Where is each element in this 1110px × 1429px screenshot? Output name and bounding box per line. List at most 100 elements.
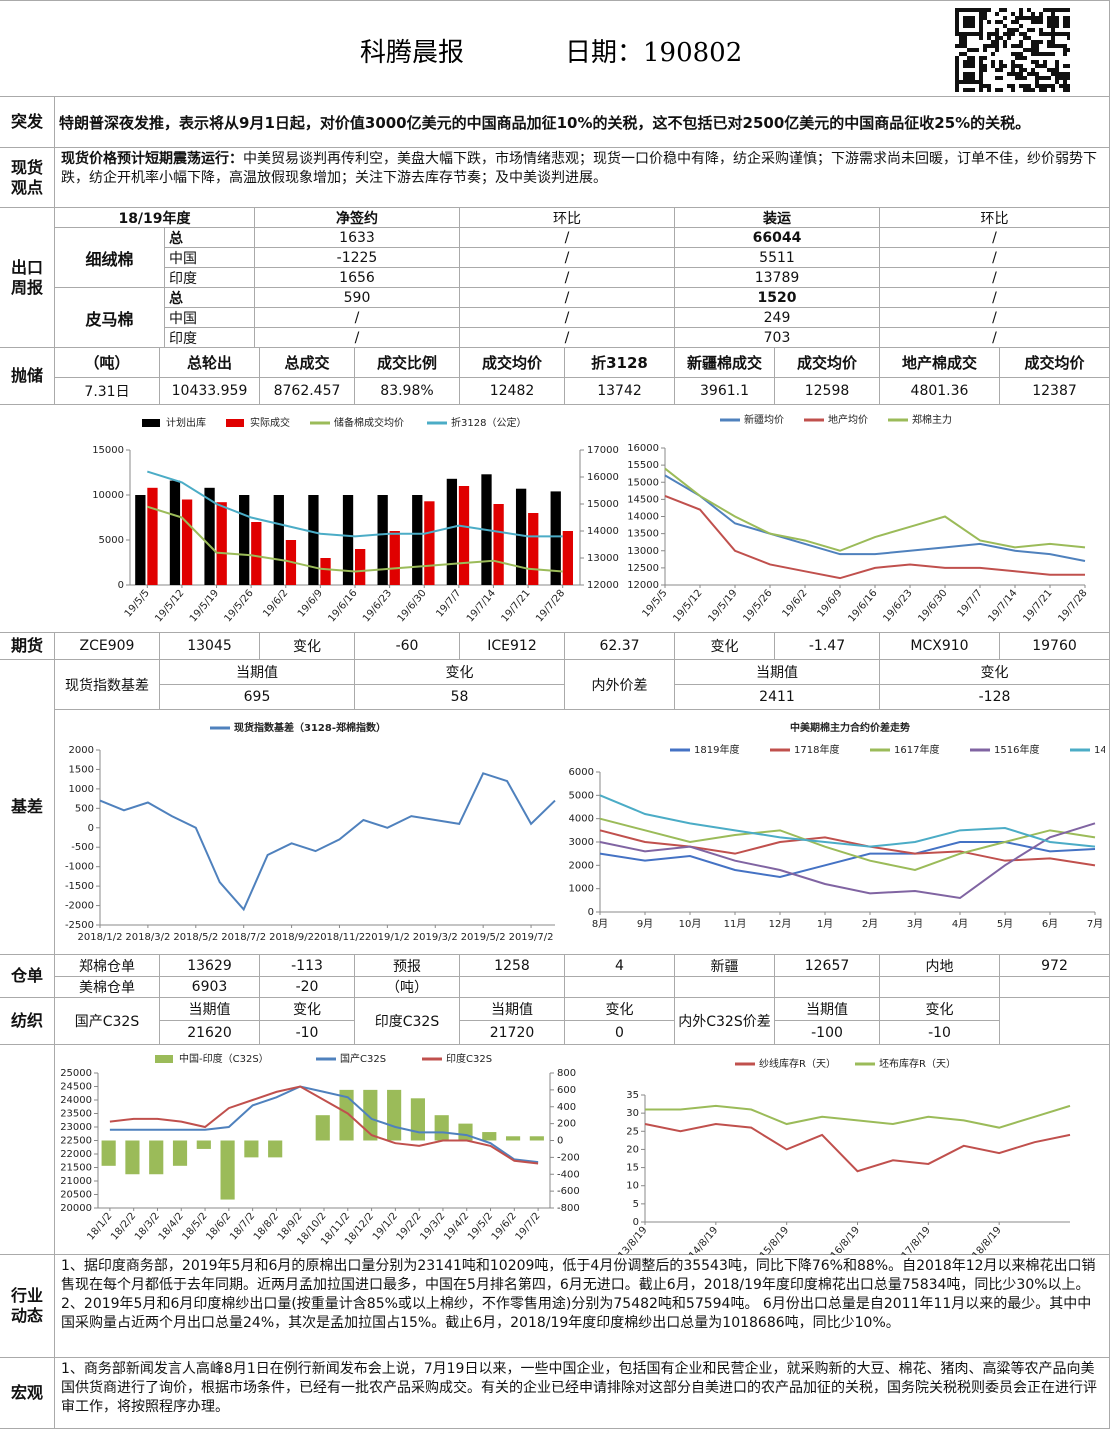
qr-dot xyxy=(963,52,967,56)
qr-dot xyxy=(975,80,979,84)
x-tick-label: 2019/1/2 xyxy=(365,932,410,943)
y-tick-label: 0 xyxy=(633,1217,639,1228)
table-cell: 当期值 xyxy=(460,998,565,1021)
qr-dot xyxy=(955,16,959,20)
table-cell: 皮马棉 xyxy=(55,288,165,348)
qr-dot xyxy=(995,76,999,80)
x-tick-label: 14/8/19 xyxy=(687,1225,720,1255)
table-cell: / xyxy=(460,268,675,288)
table-cell: 12657 xyxy=(775,955,880,977)
qr-dot xyxy=(999,68,1003,72)
qr-dot xyxy=(983,16,987,20)
qr-dot xyxy=(995,36,999,40)
x-tick-label: 9月 xyxy=(637,918,653,930)
table-cell: 预报 xyxy=(355,955,460,977)
qr-dot xyxy=(1007,32,1011,36)
qr-dot xyxy=(995,28,999,32)
x-tick-label: 6月 xyxy=(1042,918,1058,930)
table-cell: ZCE909 xyxy=(55,633,160,660)
text: 2、2019年5月和6月印度棉纱出口量(按重量计含85%或以上棉纱，不作零售用途… xyxy=(61,1296,1092,1331)
bar xyxy=(342,495,354,585)
table-cell: 环比 xyxy=(880,208,1110,228)
qr-dot xyxy=(1015,56,1019,60)
table-cell: 变化 xyxy=(260,633,355,660)
qr-dot xyxy=(1055,16,1059,20)
qr-dot xyxy=(1011,84,1015,88)
y2-tick-label: 200 xyxy=(557,1119,576,1130)
y2-tick-label: 15000 xyxy=(587,499,619,510)
bar xyxy=(458,486,470,585)
qr-dot xyxy=(1011,60,1015,64)
macro-text: 1、商务部新闻发言人高峰8月1日在例行新闻发布会上说，7月19日以来，一些中国企… xyxy=(55,1358,1110,1429)
x-tick-label: 7月 xyxy=(1087,918,1103,930)
legend-label: 中国-印度（C32S） xyxy=(179,1052,269,1065)
qr-dot xyxy=(1011,72,1015,76)
table-cell xyxy=(1000,998,1110,1045)
bar xyxy=(410,1098,425,1141)
bar xyxy=(308,495,319,585)
qr-dot xyxy=(999,88,1003,92)
y2-tick-label: 800 xyxy=(557,1068,576,1079)
line xyxy=(599,794,1096,848)
y2-tick-label: -400 xyxy=(557,1169,580,1180)
x-tick-label: 18/5/2 xyxy=(181,1211,210,1243)
qr-dot xyxy=(1035,80,1039,84)
qr-dot xyxy=(963,76,967,80)
x-tick-label: 2018/9/2 xyxy=(269,932,314,943)
qr-dot xyxy=(979,64,983,68)
table-cell xyxy=(880,977,1000,998)
y-tick-label: 500 xyxy=(75,803,94,814)
y2-tick-label: 400 xyxy=(557,1102,576,1113)
y-tick-label: 16000 xyxy=(627,443,659,454)
x-tick-label: 19/7/28 xyxy=(1056,588,1089,625)
qr-dot xyxy=(955,44,959,48)
table-cell: 印度C32S xyxy=(355,998,460,1045)
qr-dot xyxy=(1015,64,1019,68)
bar xyxy=(135,495,146,585)
qr-dot xyxy=(955,60,959,64)
table-cell: 249 xyxy=(675,308,880,328)
qr-dot xyxy=(1035,84,1039,88)
qr-dot xyxy=(967,48,971,52)
qr-dot xyxy=(955,68,959,72)
table-cell: 2411 xyxy=(675,685,880,710)
table-cell: 当期值 xyxy=(675,660,880,685)
qr-dot xyxy=(1035,44,1039,48)
qr-dot xyxy=(1055,68,1059,72)
table-cell: 6903 xyxy=(160,977,260,998)
qr-dot xyxy=(1047,76,1051,80)
y-tick-label: 13000 xyxy=(627,546,659,557)
qr-dot xyxy=(979,80,983,84)
x-tick-label: 11月 xyxy=(724,918,747,930)
qr-dot xyxy=(1019,76,1023,80)
qr-dot xyxy=(1055,8,1059,12)
qr-dot xyxy=(959,8,963,12)
line xyxy=(664,474,1086,563)
chart: 计划出库 实际成交 储备棉成交均价 折3128（公定） 0 5000 10000 15000 1… xyxy=(92,416,619,624)
y2-tick-label: 0 xyxy=(557,1136,563,1147)
bar xyxy=(169,480,181,585)
qr-dot xyxy=(983,68,987,72)
x-tick-label: 19/5/12 xyxy=(671,588,704,625)
qr-dot xyxy=(959,36,963,40)
qr-dot xyxy=(959,44,963,48)
line xyxy=(147,505,563,573)
qr-dot xyxy=(1051,44,1055,48)
qr-dot xyxy=(955,64,959,68)
x-tick-label: 19/7/14 xyxy=(986,588,1019,625)
x-tick-label: 2018/1/2 xyxy=(78,932,123,943)
y-tick-label: -2000 xyxy=(65,901,94,912)
qr-dot xyxy=(1063,32,1067,36)
qr-dot xyxy=(1059,72,1063,76)
line xyxy=(147,470,563,538)
table-cell: -10 xyxy=(880,1021,1000,1045)
table-cell: MCX910 xyxy=(880,633,1000,660)
qr-dot xyxy=(1051,20,1055,24)
qr-dot xyxy=(963,80,967,84)
qr-dot xyxy=(971,56,975,60)
table-cell: 环比 xyxy=(460,208,675,228)
qr-dot xyxy=(1015,16,1019,20)
qr-dot xyxy=(995,48,999,52)
qr-dot xyxy=(1067,16,1070,20)
qr-dot xyxy=(963,44,967,48)
